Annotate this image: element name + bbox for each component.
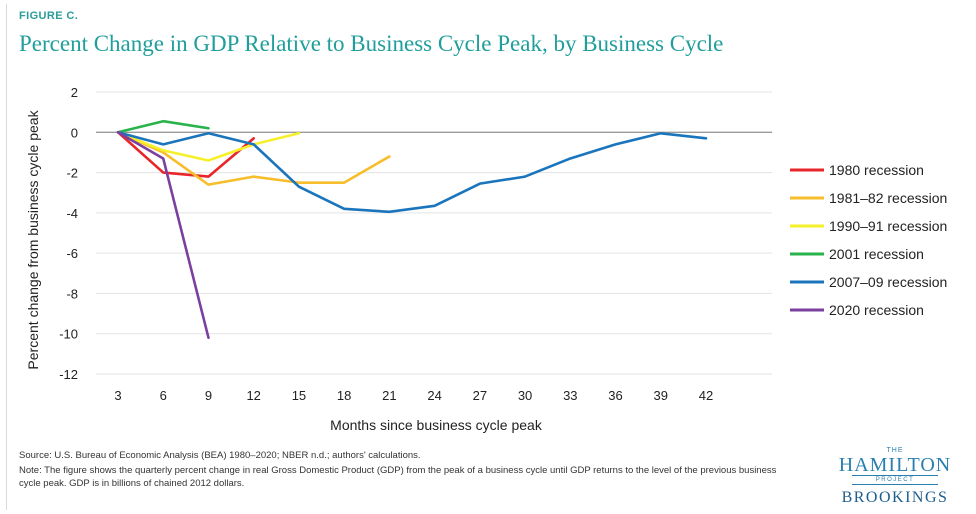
chart-svg: 20-2-4-6-8-10-123 6 9 12 15 18 21 24 27 30 33 36 39 4…: [25, 85, 947, 433]
y-tick-label: -12: [59, 367, 78, 382]
y-axis-label: Percent change from business cycle peak: [25, 109, 41, 369]
figure-label: FIGURE C.: [19, 10, 79, 22]
figure-note: Note: The figure shows the quarterly per…: [19, 465, 777, 489]
x-tick-label: 33: [563, 388, 577, 403]
hamilton-brookings-logo: THE HAMILTON PROJECT BROOKINGS: [836, 447, 954, 507]
series-line-1981-82-recession: [116, 130, 391, 186]
legend-label: 2020 recession: [829, 302, 924, 318]
x-tick-label: 9: [205, 388, 212, 403]
x-tick-label: 15: [292, 388, 306, 403]
y-tick-label: -8: [66, 286, 78, 301]
series-layer: [116, 119, 708, 340]
x-tick-label: 39: [654, 388, 668, 403]
x-tick-label: 3: [114, 388, 121, 403]
series-line-2007-09-recession: [116, 130, 708, 214]
legend-label: 1981–82 recession: [829, 190, 947, 206]
x-tick-label: 24: [427, 388, 441, 403]
logo-brookings: BROOKINGS: [841, 489, 949, 506]
x-tick-label: 12: [246, 388, 260, 403]
logo-hamilton: HAMILTON: [838, 454, 952, 476]
y-tick-label: 0: [71, 125, 78, 140]
source-note: Source: U.S. Bureau of Economic Analysis…: [19, 450, 421, 461]
series-line-2001-recession: [116, 119, 210, 134]
figure-frame: [6, 4, 970, 510]
x-tick-label: 6: [160, 388, 167, 403]
y-tick-label: -10: [59, 327, 78, 342]
logo-the: THE: [886, 447, 904, 454]
x-axis-label: Months since business cycle peak: [330, 417, 543, 433]
axis-layer: 20-2-4-6-8-10-123 6 9 12 15 18 21 24 27 30 33 36 39 4…: [59, 85, 713, 403]
legend-label: 1980 recession: [829, 162, 924, 178]
x-tick-label: 36: [608, 388, 622, 403]
y-tick-label: -6: [66, 246, 78, 261]
series-line-1990-91-recession: [116, 130, 301, 162]
x-tick-label: 27: [473, 388, 487, 403]
logo-project: PROJECT: [852, 475, 938, 485]
x-tick-label: 21: [382, 388, 396, 403]
x-tick-label: 42: [699, 388, 713, 403]
series-line-1980-recession: [116, 130, 255, 178]
x-tick-label: 18: [337, 388, 351, 403]
series-line-2020-recession: [116, 130, 210, 340]
legend-label: 1990–91 recession: [829, 218, 947, 234]
legend-label: 2007–09 recession: [829, 274, 947, 290]
y-tick-label: 2: [71, 85, 78, 100]
chart-title: Percent Change in GDP Relative to Busine…: [19, 31, 724, 56]
legend-label: 2001 recession: [829, 246, 924, 262]
legend: 1980 recession 1981–82 recession 1990–91 r…: [790, 162, 947, 318]
y-tick-label: -4: [66, 206, 78, 221]
x-tick-label: 30: [518, 388, 532, 403]
y-tick-label: -2: [66, 166, 78, 181]
